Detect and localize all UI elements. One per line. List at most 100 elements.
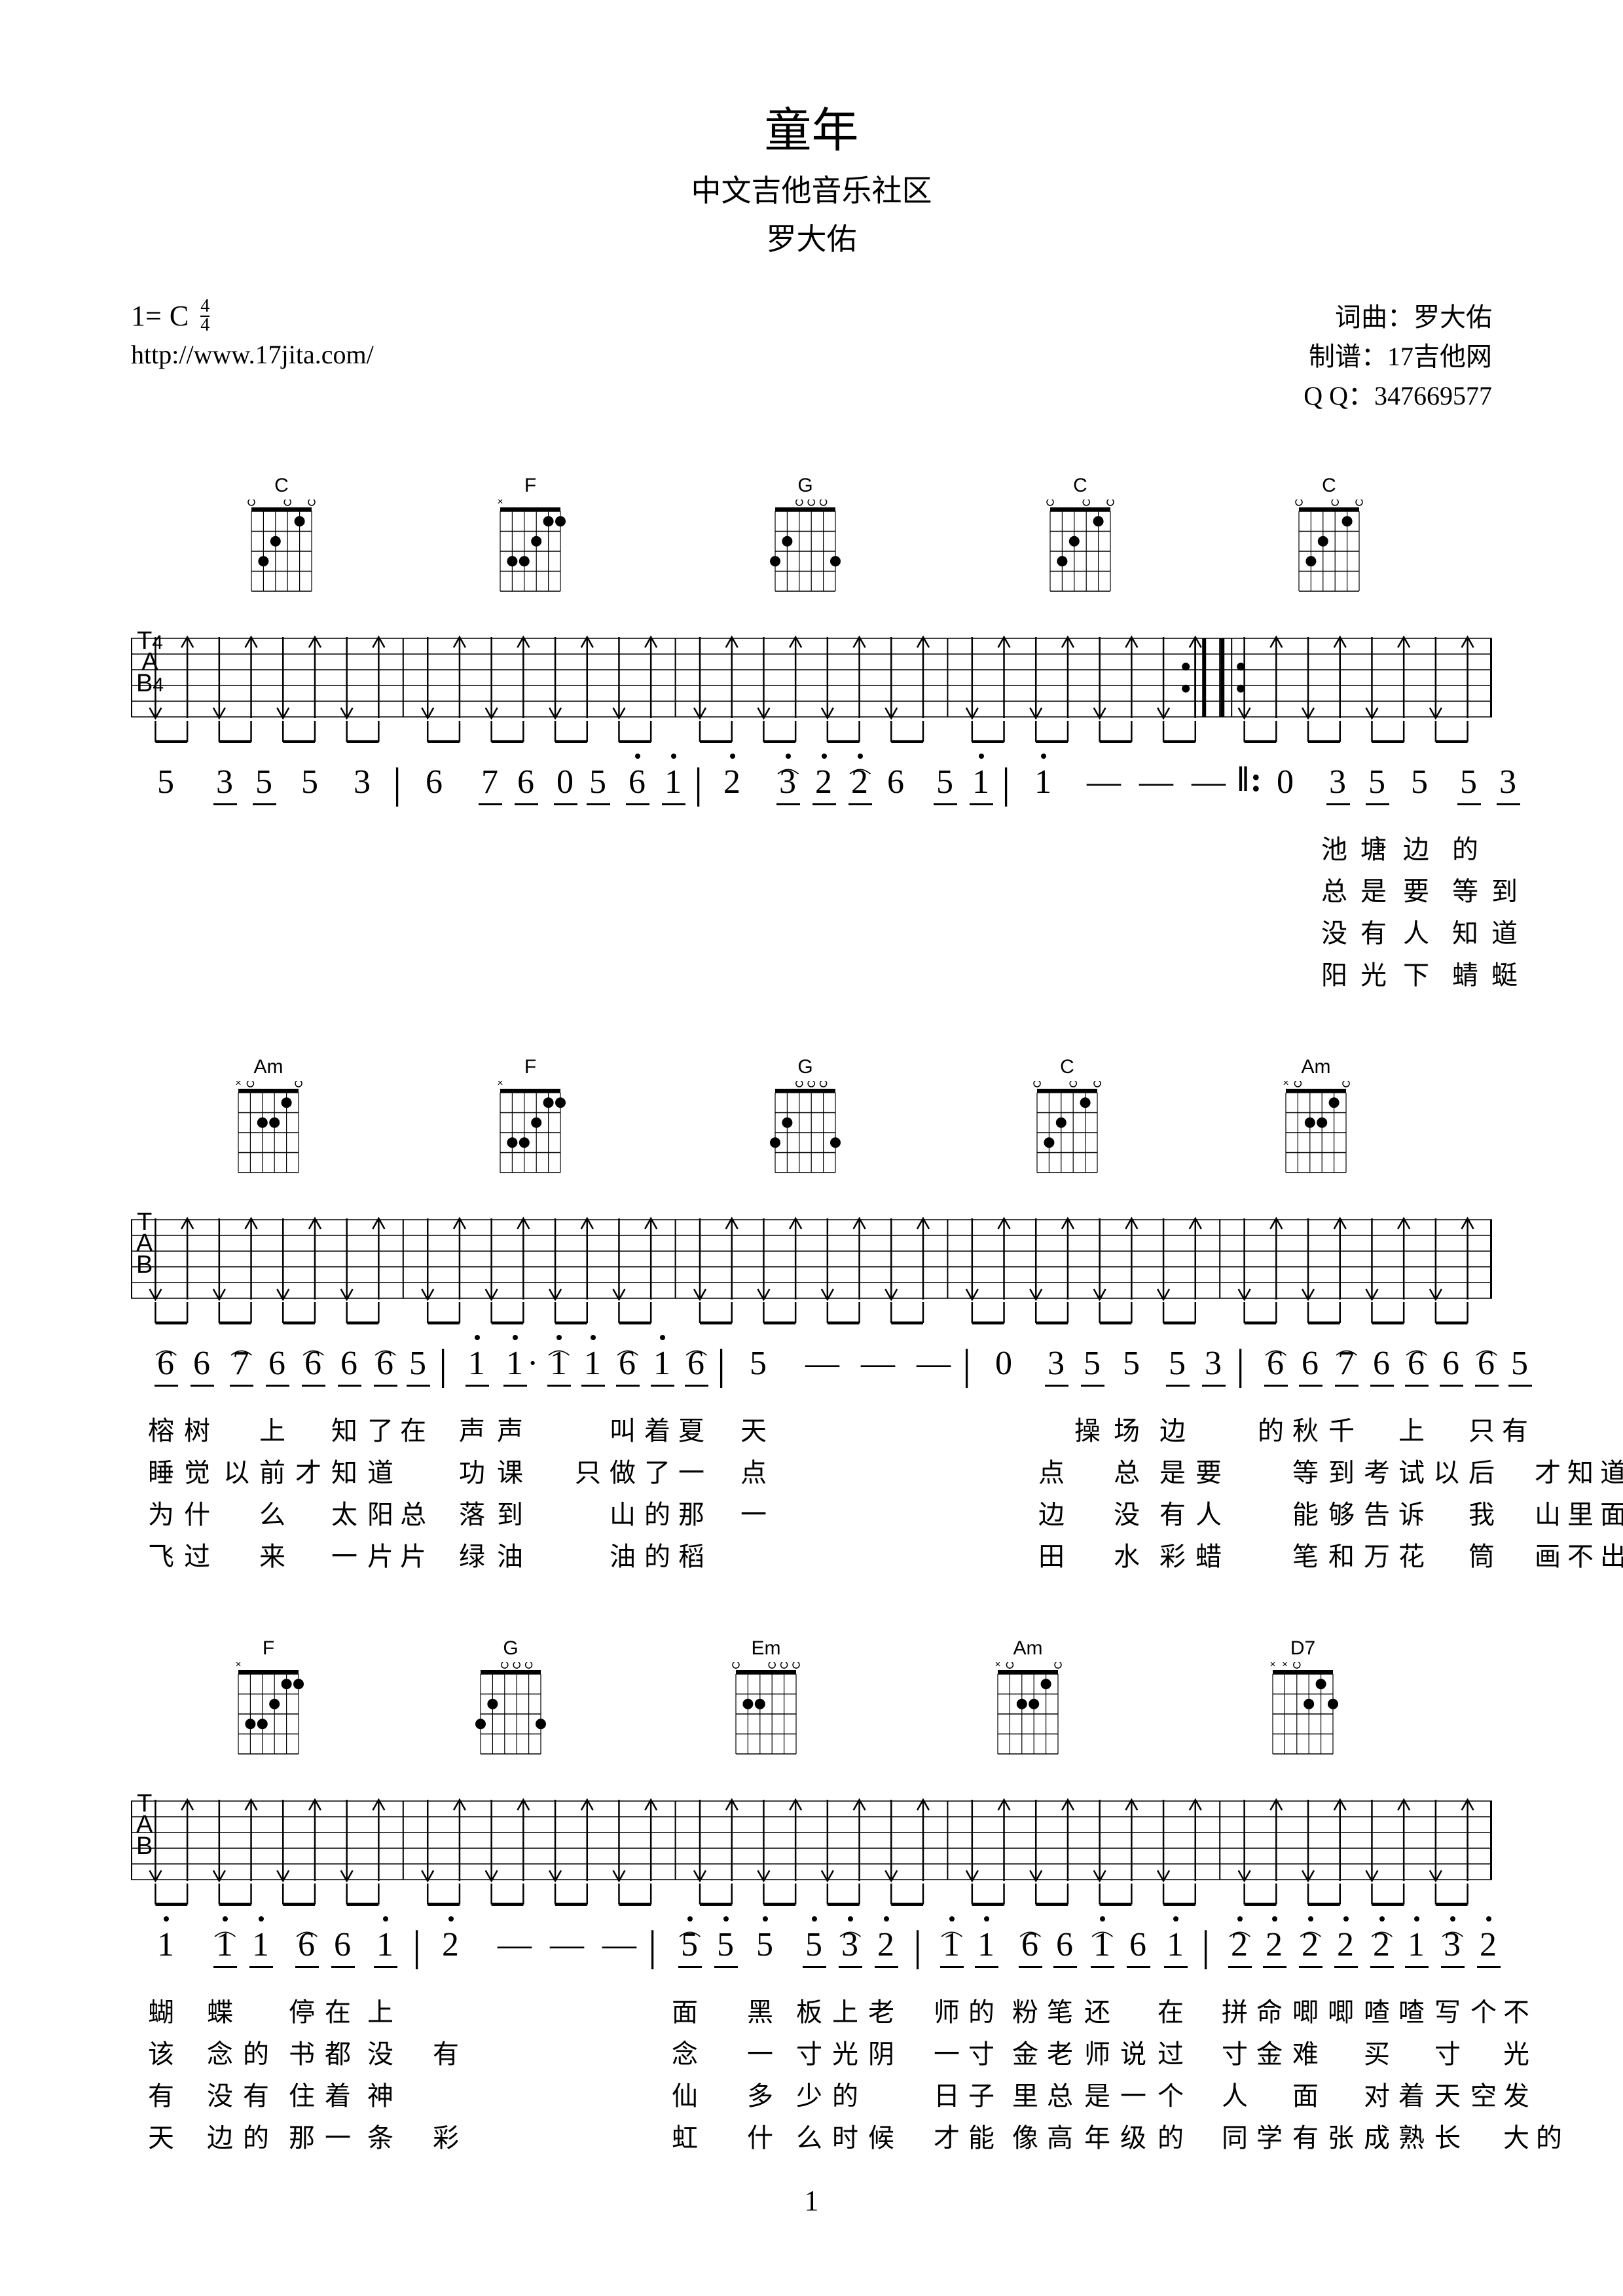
lyric-char: 仙 [672,2076,698,2117]
lyric-char: 的 [644,1537,670,1577]
lyric-char: 要 [1195,1453,1222,1493]
lyric-char: 绿 [459,1537,485,1577]
lyric-char: 么 [259,1495,285,1535]
lyric-char: 有 [1360,913,1387,954]
lyric-char: 上 [832,1992,858,2033]
lyric-char: 叫 [610,1411,636,1451]
lyric-char: 告 [1364,1495,1390,1535]
jianpu-note: 6 [1478,1344,1496,1383]
lyric-char: 诉 [1398,1495,1425,1535]
lyric-char: 的 [1536,2118,1562,2159]
lyric-char: 那 [678,1495,704,1535]
lyric-char: 田 [1038,1537,1065,1577]
jianpu-note: 3 [1499,763,1518,801]
chord-grid [1041,500,1120,598]
chord-label: F [484,475,576,497]
jianpu-note: 2 [442,1925,460,1964]
lyric-char: 飞 [148,1537,174,1577]
lyric-block: 榕树上知了在声声叫着夏天操场边的秋千上只有睡觉以前才知道功课只做了一点点总是要等… [131,1411,1492,1578]
lyric-char: 说 [1120,2034,1146,2075]
jianpu-note: 1 [376,1925,395,1964]
jianpu-note: — [1139,763,1175,801]
lyric-char: 榕 [148,1411,174,1451]
lyric-char: 等 [1292,1453,1319,1493]
jianpu-note: 6 [193,1344,211,1383]
lyric-char: 有 [243,2076,269,2117]
lyric-char: 过 [184,1537,210,1577]
lyric-char: 着 [325,2076,351,2117]
jianpu-note: 2 [1337,1925,1355,1964]
lyric-char: 只 [1468,1411,1495,1451]
jianpu-note: 6 [1408,1344,1426,1383]
lyric-char: 到 [497,1495,523,1535]
lyric-char: 多 [747,2076,773,2117]
lyric-char: 上 [367,1992,393,2033]
chord-diagram-am: Am × [223,1056,314,1179]
lyric-char: 才 [934,2118,960,2159]
lyric-char: 发 [1503,2076,1529,2117]
barline: | [962,1340,972,1390]
lyric-char: 张 [1328,2118,1354,2159]
chord-label: Am [982,1637,1074,1660]
barline: | [439,1340,448,1390]
chord-grid [1028,1081,1106,1179]
jianpu-note: 1 [1167,1925,1185,1964]
jianpu-note: 5 [1511,1344,1529,1383]
credits-arranger: 制谱：17吉他网 [1304,337,1492,376]
lyric-char: 拼 [1222,1992,1248,2033]
lyric-char: 在 [325,1992,351,2033]
lyric-char: 人 [1403,913,1429,954]
chord-label: C [1283,475,1375,497]
lyric-char: 什 [184,1495,210,1535]
lyric-char: 长 [1434,2118,1461,2159]
jianpu-note: 1 [1093,1925,1112,1964]
tie-icon [155,1326,177,1345]
barline: | [1236,1340,1246,1390]
lyric-char: 水 [1114,1537,1140,1577]
lyric-char: 操 [1074,1411,1101,1451]
lyric-char: 的 [968,1992,994,2033]
melody-row: 53553|6760561|2322651|1———‖:035553 [131,763,1492,822]
lyric-char: 画 [1535,1537,1561,1577]
jianpu-note: 2 [1302,1925,1320,1964]
lyric-char: 书 [289,2034,315,2075]
lyric-char: 到 [1491,871,1518,912]
tie-icon [302,1326,325,1345]
jianpu-note: — [1192,763,1227,801]
jianpu-note: 6 [376,1344,395,1383]
lyric-char: 声 [459,1411,485,1451]
lyric-char: 彩 [433,2118,459,2159]
jianpu-note: 5 [301,763,319,801]
jianpu-note: 5 [409,1344,428,1383]
chord-row: Am ×F ×G C Am × [131,1056,1492,1187]
lyric-char: 都 [325,2034,351,2075]
lyric-char: 里 [1567,1495,1594,1535]
lyric-line: 该念的书都没有念一寸光阴一寸金老师说过寸金难买寸光 [131,2034,1492,2076]
lyric-char: 的 [243,2118,269,2159]
chord-diagram-f: F × [223,1637,314,1760]
jianpu-note: 1 [653,1344,672,1383]
jianpu-note: 5 [681,1925,699,1964]
jianpu-note: 5 [756,1925,775,1964]
chord-label: F [223,1637,314,1660]
chord-diagram-am: Am × [1270,1056,1362,1179]
barline: | [648,1922,658,1971]
jianpu-note: 3 [779,763,797,801]
lyric-char: 是 [1084,2076,1110,2117]
chord-grid: × [1277,1081,1355,1179]
jianpu-note: 2 [1480,1925,1498,1964]
jianpu-note: 1 [550,1344,568,1383]
jianpu-note: 5 [805,1925,824,1964]
lyric-char: 的 [243,2034,269,2075]
lyric-char: 虹 [672,2118,698,2159]
jianpu-note: — [1087,763,1122,801]
jianpu-note: 0 [995,1344,1013,1383]
jianpu-note: 5 [1368,763,1387,801]
lyric-char: 有 [1292,2118,1319,2159]
lyric-char: 过 [1158,2034,1184,2075]
chord-grid: ×× [1264,1662,1342,1760]
chord-label: C [1034,475,1126,497]
jianpu-note: 1 [506,1344,524,1383]
lyric-char: 什 [747,2118,773,2159]
lyric-char: 彩 [1159,1537,1186,1577]
